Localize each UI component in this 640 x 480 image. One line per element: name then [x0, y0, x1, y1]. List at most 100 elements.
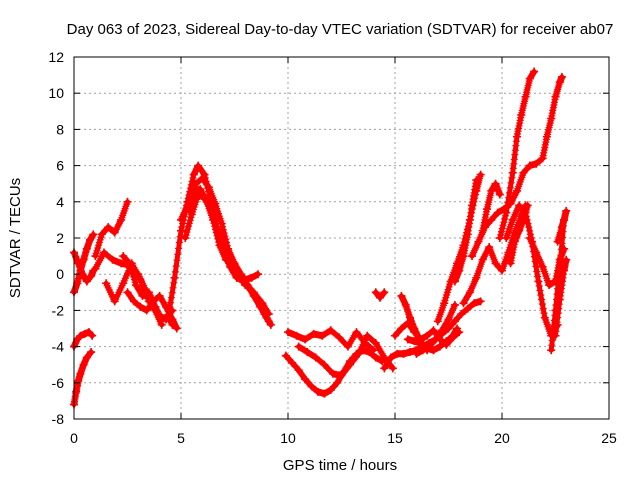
data-point: [512, 186, 521, 195]
data-point: [416, 338, 425, 347]
data-point: [108, 255, 117, 264]
x-tick-label: 20: [494, 430, 510, 446]
data-point: [399, 349, 408, 358]
data-point: [217, 219, 226, 228]
y-tick-label: 4: [56, 194, 64, 210]
data-point: [80, 329, 89, 338]
data-point: [532, 248, 541, 257]
data-point: [110, 297, 119, 306]
series-arc-17: [371, 288, 389, 302]
data-point: [435, 342, 444, 351]
data-point: [401, 300, 410, 309]
y-tick-label: -8: [52, 411, 65, 427]
x-tick-label: 25: [601, 430, 617, 446]
data-point: [470, 299, 479, 308]
y-tick-label: -2: [52, 302, 65, 318]
data-point: [311, 353, 320, 362]
data-point: [412, 349, 421, 358]
data-point: [560, 266, 569, 275]
data-point: [540, 313, 549, 322]
data-point: [551, 92, 560, 101]
data-point: [82, 353, 91, 362]
data-point: [164, 313, 173, 322]
data-point: [247, 273, 256, 282]
data-point: [487, 186, 496, 195]
data-point: [429, 326, 438, 335]
data-point: [519, 168, 528, 177]
data-point: [530, 67, 539, 76]
data-point: [525, 234, 534, 242]
data-point: [82, 244, 91, 253]
data-point: [468, 252, 477, 261]
data-point: [301, 335, 310, 344]
data-point: [177, 215, 185, 224]
data-point: [380, 364, 389, 373]
data-point: [104, 223, 113, 232]
x-axis-label: GPS time / hours: [283, 457, 397, 474]
series-arc-16: [294, 331, 397, 380]
series-arc-13: [185, 174, 275, 329]
data-point: [320, 389, 329, 398]
data-point: [117, 215, 126, 224]
data-point: [262, 313, 271, 322]
data-point: [254, 270, 263, 279]
y-tick-label: 10: [48, 85, 64, 101]
series-arc-31: [525, 72, 566, 170]
data-point: [487, 215, 496, 224]
x-tick-label: 10: [280, 430, 296, 446]
data-point: [326, 326, 335, 335]
y-tick-label: -4: [52, 339, 65, 355]
data-point: [380, 288, 389, 297]
data-point: [110, 228, 119, 237]
data-point: [292, 331, 301, 340]
y-axis-label: SDTVAR / TECUs: [7, 178, 24, 298]
data-point: [288, 358, 297, 367]
data-point: [200, 194, 209, 203]
data-point: [493, 208, 502, 217]
data-point: [346, 360, 355, 369]
data-point: [352, 328, 361, 337]
data-point: [266, 320, 275, 329]
data-point: [119, 252, 128, 261]
data-point: [369, 346, 378, 355]
data-point: [391, 331, 399, 340]
data-point: [386, 353, 395, 362]
data-point: [506, 259, 515, 268]
data-point: [125, 259, 134, 268]
data-point: [468, 201, 477, 210]
data-point: [532, 159, 541, 168]
data-point: [476, 297, 485, 306]
data-point: [515, 201, 524, 210]
data-point: [515, 226, 524, 235]
data-point: [177, 226, 185, 235]
data-point: [459, 299, 468, 308]
series-arc-35: [553, 206, 571, 246]
data-point: [521, 92, 530, 101]
data-point: [557, 223, 566, 232]
data-point: [508, 215, 517, 224]
data-point: [74, 259, 83, 268]
data-point: [440, 299, 449, 308]
series-arc-5: [91, 197, 132, 261]
series-arc-30: [506, 201, 532, 268]
data-point: [450, 300, 459, 309]
data-point: [448, 331, 457, 340]
data-point: [562, 206, 571, 215]
data-point: [198, 174, 207, 183]
data-point: [196, 185, 205, 194]
data-point: [388, 364, 397, 373]
data-point: [79, 255, 88, 264]
data-point: [301, 375, 310, 384]
data-point: [117, 259, 126, 268]
data-point: [560, 215, 569, 224]
data-point: [99, 248, 108, 257]
series-markers: [91, 198, 131, 260]
data-point: [450, 317, 459, 326]
y-tick-label: 0: [56, 266, 64, 282]
data-point: [472, 176, 481, 185]
data-point: [87, 348, 96, 357]
data-point: [211, 199, 220, 208]
data-point: [76, 331, 85, 340]
data-point: [519, 215, 528, 224]
